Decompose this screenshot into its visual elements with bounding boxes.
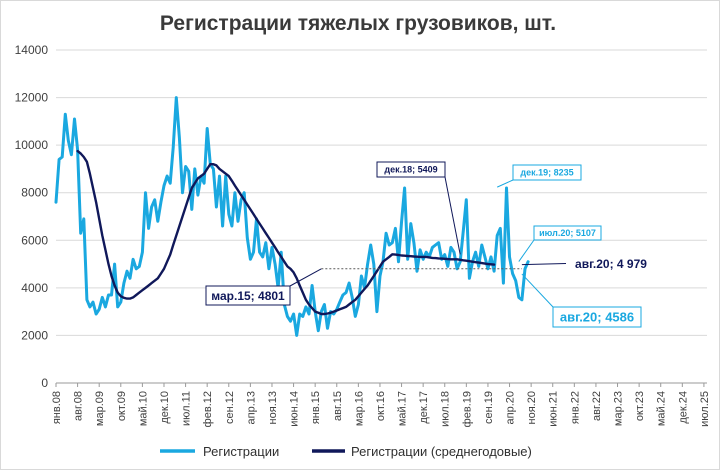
annotation-leader	[518, 239, 535, 262]
x-tick-label: мар.23	[613, 391, 625, 426]
x-axis-ticks: янв.08 авг.08 мар.09 окт.09 май.10 дек.10 июл.…	[51, 383, 711, 427]
annotation-label: дек.18; 5409	[384, 165, 437, 175]
annotations-layer: мар.15; 4801 дек.18; 5409 дек.19; 8235 июл.…	[205, 161, 647, 328]
y-tick-label: 0	[41, 376, 48, 390]
x-tick-label: ноя.20	[526, 391, 538, 424]
x-tick-label: июл.25	[699, 391, 711, 427]
legend: Регистрации Регистрации (среднегодовые)	[160, 444, 532, 459]
x-tick-label: сен.19	[483, 391, 495, 424]
legend-label-average: Регистрации (среднегодовые)	[351, 444, 532, 459]
annotation-box	[533, 225, 602, 241]
legend-label-registrations: Регистрации	[203, 444, 279, 459]
x-tick-label: май.24	[656, 391, 668, 426]
series-layer	[54, 96, 530, 337]
annotation-box	[552, 306, 642, 328]
y-axis-ticks: 0 2000 4000 6000 8000 10000 12000 14000	[15, 43, 49, 390]
x-tick-label: авг.08	[73, 391, 85, 421]
annotation-label: авг.20; 4586	[560, 310, 634, 325]
annotation-box	[205, 285, 291, 306]
x-tick-label: дек.17	[418, 391, 430, 424]
y-tick-label: 14000	[15, 43, 49, 57]
x-tick-label: апр.20	[505, 391, 517, 424]
x-tick-label: май.17	[397, 391, 409, 426]
annotation-leader	[444, 176, 461, 255]
annotation-leader	[289, 268, 322, 287]
y-tick-label: 12000	[15, 91, 49, 105]
x-tick-label: апр.13	[245, 391, 257, 424]
gridlines	[56, 49, 707, 384]
x-tick-label: июл.11	[181, 391, 193, 426]
x-tick-label: окт.16	[375, 391, 387, 421]
annotation-label: дек.19; 8235	[520, 168, 573, 178]
x-tick-label: дек.10	[159, 391, 171, 424]
y-tick-label: 4000	[21, 281, 48, 295]
x-tick-label: янв.22	[569, 391, 581, 424]
x-tick-label: июл.18	[440, 391, 452, 427]
series-line-average	[76, 149, 496, 316]
x-tick-label: фев.19	[461, 391, 473, 427]
annotation-box	[376, 161, 446, 178]
x-tick-label: авг.15	[332, 391, 344, 421]
x-tick-label: фев.12	[202, 391, 214, 427]
annotation-box	[512, 164, 582, 181]
x-tick-label: янв.08	[51, 391, 63, 424]
y-tick-label: 6000	[21, 233, 48, 247]
series-line-registrations	[54, 96, 530, 337]
y-tick-label: 2000	[21, 328, 48, 342]
x-tick-label: окт.09	[116, 391, 128, 421]
x-tick-label: сен.12	[224, 391, 236, 424]
annotation-leader	[521, 263, 567, 266]
y-tick-label: 8000	[21, 186, 48, 200]
x-tick-label: дек.24	[677, 391, 689, 424]
x-tick-label: окт.23	[634, 391, 646, 421]
annotation-leader	[496, 179, 514, 188]
annotation-label: авг.20; 4 979	[575, 257, 647, 271]
x-tick-label: июн.21	[548, 391, 560, 427]
x-tick-label: авг.22	[591, 391, 603, 421]
annotation-label: июл.20; 5107	[539, 228, 596, 238]
annotation-label: мар.15; 4801	[211, 289, 285, 303]
x-tick-label: ноя.13	[267, 391, 279, 424]
chart-title: Регистрации тяжелых грузовиков, шт.	[160, 12, 556, 35]
x-tick-label: мар.09	[94, 391, 106, 426]
x-tick-label: янв.15	[310, 391, 322, 424]
annotation-leader	[521, 273, 554, 308]
x-tick-label: май.10	[137, 391, 149, 426]
x-tick-label: мар.16	[353, 391, 365, 426]
y-tick-label: 10000	[15, 138, 49, 152]
x-tick-label: июн.14	[289, 391, 301, 427]
